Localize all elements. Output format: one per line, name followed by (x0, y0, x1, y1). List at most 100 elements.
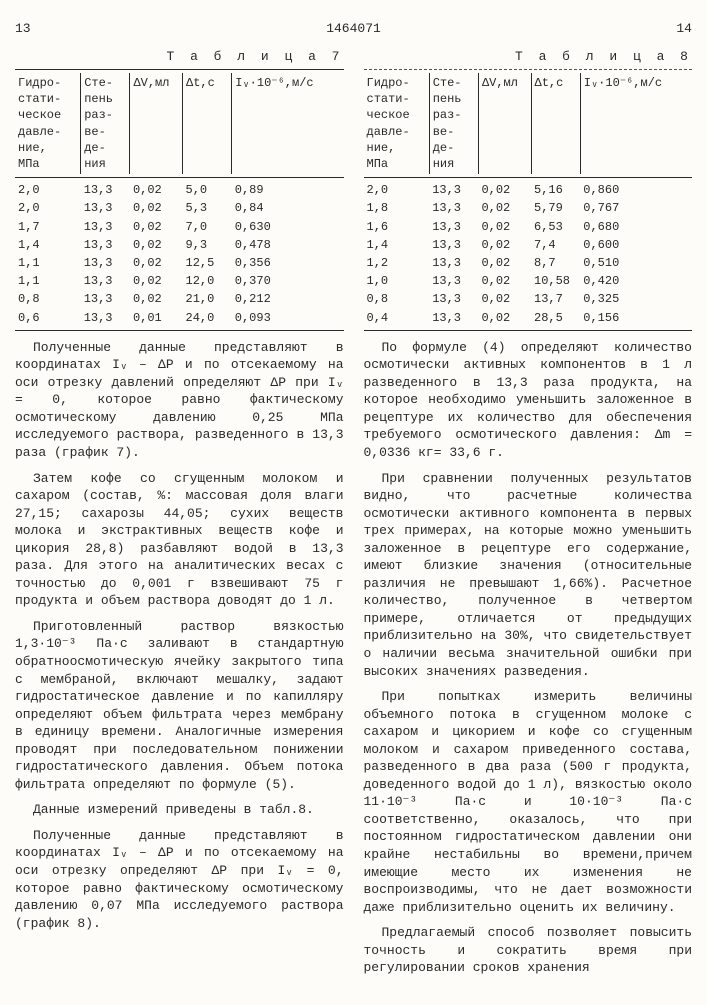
table-cell: 0,02 (130, 236, 183, 254)
table-cell: 13,3 (81, 254, 130, 272)
th-dilution: Сте- пень раз- ве- де- ния (81, 73, 130, 174)
table-cell: 0,02 (130, 254, 183, 272)
para-left-1: Полученные данные представляют в координ… (15, 339, 344, 462)
table-row: 1,113,30,0212,50,356 (15, 254, 344, 272)
table-cell: 13,3 (81, 272, 130, 290)
table-cell: 0,01 (130, 309, 183, 327)
table-cell: 13,3 (81, 236, 130, 254)
table-row: 1,413,30,027,40,600 (364, 236, 693, 254)
table-cell: 5,16 (531, 181, 580, 199)
th-dv: ΔV,мл (130, 73, 183, 174)
table-cell: 0,02 (130, 290, 183, 308)
table-cell: 1,1 (15, 272, 81, 290)
table-row: 0,813,30,0221,00,212 (15, 290, 344, 308)
table7-body: 2,013,30,025,00,892,013,30,025,30,841,71… (15, 181, 344, 327)
table-cell: 0,02 (130, 272, 183, 290)
table-cell: 0,510 (580, 254, 692, 272)
table8-title: Т а б л и ц а 8 (364, 48, 693, 66)
table-cell: 28,5 (531, 309, 580, 327)
table-cell: 0,02 (478, 181, 531, 199)
table-cell: 9,3 (183, 236, 232, 254)
th-iv: Iᵥ·10⁻⁶,м/с (580, 73, 692, 174)
two-column-layout: Т а б л и ц а 7 Гидро- стати- ческое дав… (15, 44, 692, 985)
table-cell: 0,02 (478, 290, 531, 308)
table-rule (15, 330, 344, 331)
table-row: 1,413,30,029,30,478 (15, 236, 344, 254)
table-row: 1,113,30,0212,00,370 (15, 272, 344, 290)
table-cell: 13,3 (429, 309, 478, 327)
table-row: 0,613,30,0124,00,093 (15, 309, 344, 327)
table-cell: 1,4 (15, 236, 81, 254)
table-cell: 0,325 (580, 290, 692, 308)
para-left-2: Затем кофе со сгущенным молоком и сахаро… (15, 470, 344, 610)
th-dt: Δt,с (183, 73, 232, 174)
table-rule (364, 177, 693, 178)
table-cell: 2,0 (15, 199, 81, 217)
table-cell: 5,79 (531, 199, 580, 217)
para-right-1: По формуле (4) определяют количество осм… (364, 339, 693, 462)
table-row: 2,013,30,025,30,84 (15, 199, 344, 217)
table-cell: 0,02 (478, 309, 531, 327)
table-cell: 1,2 (364, 254, 430, 272)
table-cell: 12,0 (183, 272, 232, 290)
para-right-2: При сравнении полученных результатов вид… (364, 470, 693, 681)
table-cell: 0,370 (232, 272, 344, 290)
table-cell: 0,680 (580, 218, 692, 236)
table-cell: 1,7 (15, 218, 81, 236)
table-cell: 6,53 (531, 218, 580, 236)
th-iv: Iᵥ·10⁻⁶,м/с (232, 73, 344, 174)
table7-header-row: Гидро- стати- ческое давле- ние, МПа Сте… (15, 73, 344, 174)
table-cell: 13,3 (81, 290, 130, 308)
table-cell: 13,3 (81, 199, 130, 217)
table-cell: 0,02 (478, 236, 531, 254)
para-left-4: Данные измерений приведены в табл.8. (15, 801, 344, 819)
table-cell: 8,7 (531, 254, 580, 272)
table-cell: 2,0 (364, 181, 430, 199)
table-rule (364, 330, 693, 331)
table-cell: 24,0 (183, 309, 232, 327)
table-cell: 7,4 (531, 236, 580, 254)
para-left-3: Приготовленный раствор вязкостью 1,3·10⁻… (15, 618, 344, 793)
table-cell: 0,02 (478, 254, 531, 272)
table-cell: 1,0 (364, 272, 430, 290)
table-cell: 1,4 (364, 236, 430, 254)
doc-number: 1464071 (326, 20, 381, 38)
left-column: Т а б л и ц а 7 Гидро- стати- ческое дав… (15, 44, 344, 985)
table-cell: 10,58 (531, 272, 580, 290)
page-num-left: 13 (15, 20, 31, 38)
table-cell: 1,6 (364, 218, 430, 236)
th-pressure: Гидро- стати- ческое давле- ние, МПа (364, 73, 430, 174)
table-row: 1,813,30,025,790,767 (364, 199, 693, 217)
table-cell: 13,3 (429, 272, 478, 290)
table-row: 1,613,30,026,530,680 (364, 218, 693, 236)
table-rule (15, 177, 344, 178)
para-left-5: Полученные данные представляют в координ… (15, 827, 344, 932)
table-cell: 0,84 (232, 199, 344, 217)
right-column: Т а б л и ц а 8 Гидро- стати- ческое дав… (364, 44, 693, 985)
table8-header-row: Гидро- стати- ческое давле- ние, МПа Сте… (364, 73, 693, 174)
table-rule (15, 69, 344, 70)
table-row: 2,013,30,025,00,89 (15, 181, 344, 199)
table-row: 1,013,30,0210,580,420 (364, 272, 693, 290)
table-cell: 0,630 (232, 218, 344, 236)
para-right-4: Предлагаемый способ позволяет повысить т… (364, 924, 693, 977)
table-rule (364, 69, 693, 70)
table-cell: 0,420 (580, 272, 692, 290)
th-dt: Δt,с (531, 73, 580, 174)
table-cell: 13,3 (429, 236, 478, 254)
page-header: 13 1464071 14 (15, 20, 692, 38)
table-row: 2,013,30,025,160,860 (364, 181, 693, 199)
table-cell: 1,8 (364, 199, 430, 217)
table-cell: 0,02 (130, 181, 183, 199)
table-row: 0,413,30,0228,50,156 (364, 309, 693, 327)
table-cell: 2,0 (15, 181, 81, 199)
th-pressure: Гидро- стати- ческое давле- ние, МПа (15, 73, 81, 174)
table-cell: 13,3 (429, 218, 478, 236)
table-cell: 13,3 (429, 254, 478, 272)
table-cell: 0,89 (232, 181, 344, 199)
para-right-3: При попытках измерить величины объемного… (364, 688, 693, 916)
table-cell: 13,3 (81, 218, 130, 236)
table-cell: 21,0 (183, 290, 232, 308)
table8: Гидро- стати- ческое давле- ние, МПа Сте… (364, 73, 693, 174)
table-cell: 0,767 (580, 199, 692, 217)
